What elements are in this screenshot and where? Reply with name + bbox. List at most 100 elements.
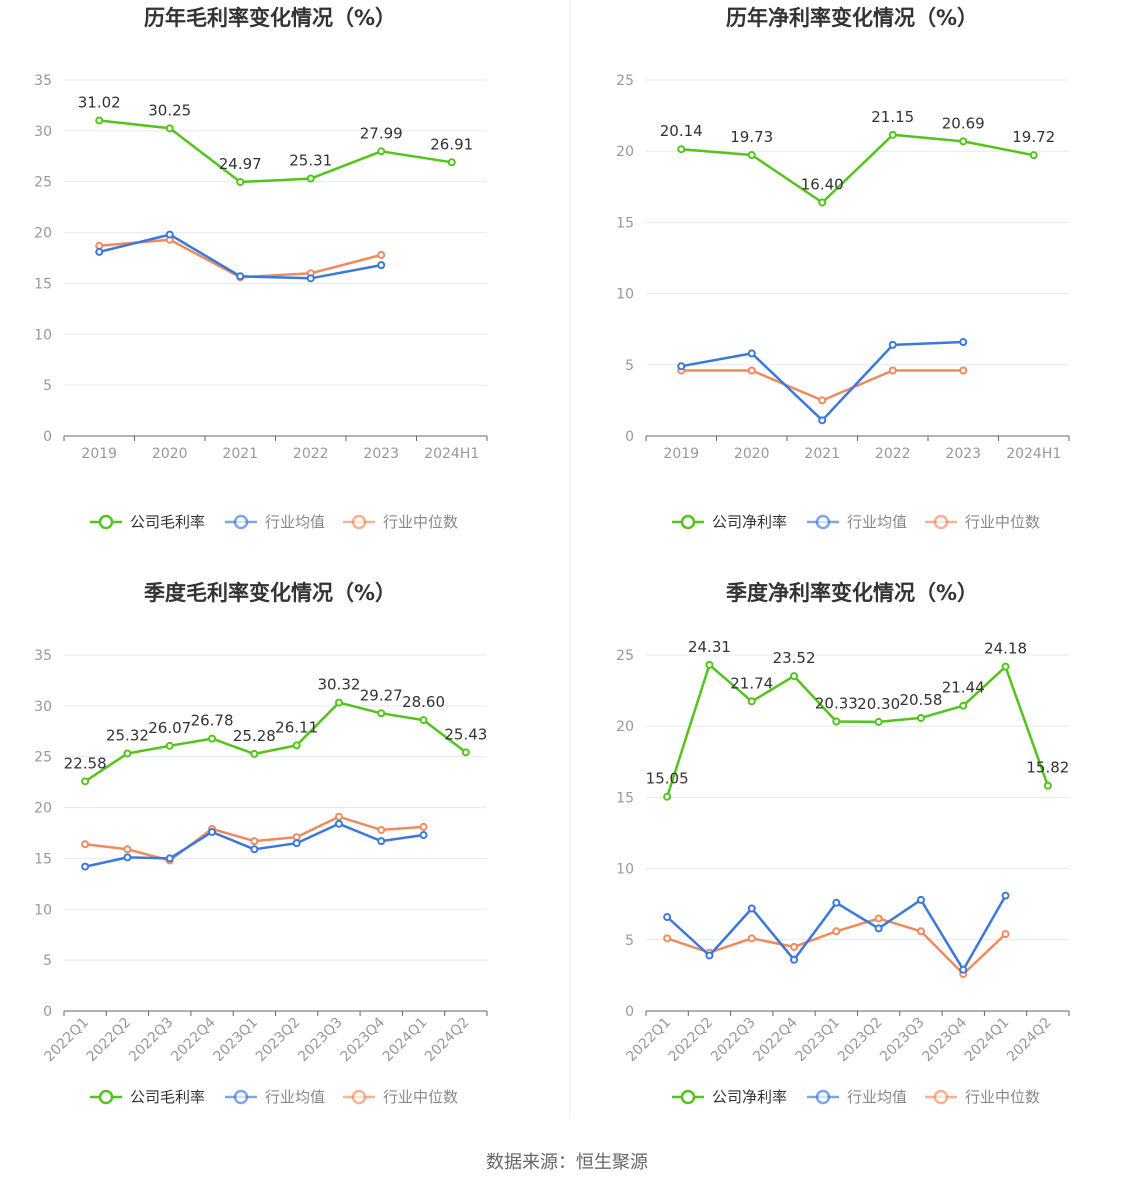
- y-tick-label: 30: [34, 699, 52, 715]
- x-tick-label: 2023Q1: [211, 1015, 262, 1066]
- point-avg: [832, 898, 841, 907]
- point-avg: [747, 904, 756, 913]
- legend-label-company: 公司净利率: [712, 513, 787, 531]
- series-line-avg: [99, 233, 382, 280]
- x-tick-label: 2024Q2: [1004, 1015, 1055, 1066]
- x-tick-label: 2020: [152, 446, 188, 462]
- data-label: 16.40: [801, 175, 844, 193]
- point-company: [959, 137, 968, 146]
- y-tick-label: 20: [616, 144, 634, 160]
- point-company: [334, 698, 343, 707]
- y-tick-label: 35: [34, 73, 52, 89]
- y-tick-label: 5: [625, 358, 634, 374]
- x-tick-label: 2023Q1: [793, 1015, 844, 1066]
- data-label: 26.91: [430, 135, 473, 153]
- series-line-company: [666, 663, 1049, 798]
- point-avg: [916, 895, 925, 904]
- point-median: [377, 250, 386, 259]
- chart-title: 历年净利率变化情况（%）: [726, 6, 978, 30]
- point-median: [81, 840, 90, 849]
- data-label: 20.30: [857, 695, 900, 713]
- series-line-avg: [681, 340, 964, 422]
- series-line-avg: [84, 822, 424, 868]
- x-tick-label: 2022Q3: [126, 1015, 177, 1066]
- point-median: [747, 934, 756, 943]
- legend-marker-company: [680, 514, 696, 530]
- point-avg: [874, 924, 883, 933]
- data-label: 30.32: [317, 676, 360, 694]
- point-median: [250, 837, 259, 846]
- data-label: 25.32: [106, 726, 149, 744]
- point-median: [888, 366, 897, 375]
- point-company: [292, 741, 301, 750]
- legend-label-company: 公司毛利率: [130, 513, 205, 531]
- y-tick-label: 20: [34, 226, 52, 242]
- point-company: [250, 749, 259, 758]
- point-avg: [165, 854, 174, 863]
- chart-svg-quarterly-net: 季度净利率变化情况（%） 0 5 10 15 20 25 2022Q12022Q22022Q3…: [616, 581, 1070, 1106]
- data-label: 26.78: [191, 712, 234, 730]
- x-tick-label: 2023Q4: [337, 1014, 388, 1065]
- point-company: [208, 734, 217, 743]
- point-company: [236, 178, 245, 187]
- point-avg: [95, 247, 104, 256]
- point-company: [959, 701, 968, 710]
- point-company: [1029, 151, 1038, 160]
- legend-marker-company: [98, 1089, 114, 1105]
- legend-label-avg: 行业均值: [265, 1088, 325, 1106]
- point-median: [874, 914, 883, 923]
- point-median: [334, 812, 343, 821]
- data-label: 21.74: [730, 674, 773, 692]
- point-company: [677, 145, 686, 154]
- legend-label-avg: 行业均值: [265, 513, 325, 531]
- point-company: [790, 672, 799, 681]
- y-tick-label: 0: [625, 1004, 634, 1020]
- chart-title: 季度毛利率变化情况（%）: [144, 581, 396, 605]
- point-company: [165, 741, 174, 750]
- x-tick-label: 2022Q2: [84, 1015, 135, 1066]
- data-label: 21.44: [942, 679, 985, 697]
- point-company: [377, 147, 386, 156]
- legend-marker-median: [351, 1089, 367, 1105]
- legend-marker-median: [351, 514, 367, 530]
- data-source-footer: 数据来源：恒生聚源: [486, 1152, 648, 1173]
- data-label: 20.58: [899, 691, 942, 709]
- y-tick-label: 5: [43, 378, 52, 394]
- x-tick-label: 2024Q1: [962, 1015, 1013, 1066]
- y-tick-label: 15: [34, 276, 52, 292]
- point-company: [747, 151, 756, 160]
- point-avg: [208, 827, 217, 836]
- data-label: 20.69: [942, 114, 985, 132]
- series-line-company: [681, 133, 1035, 204]
- y-tick-label: 10: [34, 902, 52, 918]
- data-label: 20.33: [815, 695, 858, 713]
- legend-marker-avg: [815, 1089, 831, 1105]
- point-median: [818, 396, 827, 405]
- point-avg: [81, 862, 90, 871]
- series-line-median: [681, 369, 964, 402]
- x-tick-label: 2022: [293, 446, 329, 462]
- point-company: [461, 748, 470, 757]
- y-tick-label: 25: [34, 175, 52, 191]
- point-company: [123, 749, 132, 758]
- data-label: 31.02: [78, 93, 121, 111]
- x-tick-label: 2019: [663, 446, 699, 462]
- x-tick-label: 2023: [945, 446, 981, 462]
- chart-annual-gross: 历年毛利率变化情况（%） 0 5 10 15 20 25 30 35 2019 2020 2021 20…: [0, 0, 567, 575]
- point-company: [447, 158, 456, 167]
- data-label: 26.07: [148, 719, 191, 737]
- point-company: [747, 697, 756, 706]
- point-avg: [818, 416, 827, 425]
- y-tick-label: 10: [616, 862, 634, 878]
- x-tick-label: 2023Q4: [919, 1014, 970, 1065]
- x-tick-label: 2023Q2: [835, 1015, 886, 1066]
- data-label: 24.18: [984, 640, 1027, 658]
- legend-marker-median: [933, 514, 949, 530]
- legend-label-median: 行业中位数: [383, 1088, 458, 1106]
- data-label: 25.31: [289, 152, 332, 170]
- data-label: 19.72: [1012, 128, 1055, 146]
- y-tick-label: 25: [616, 73, 634, 89]
- data-label: 30.25: [148, 101, 191, 119]
- point-median: [377, 825, 386, 834]
- data-label: 15.05: [646, 770, 689, 788]
